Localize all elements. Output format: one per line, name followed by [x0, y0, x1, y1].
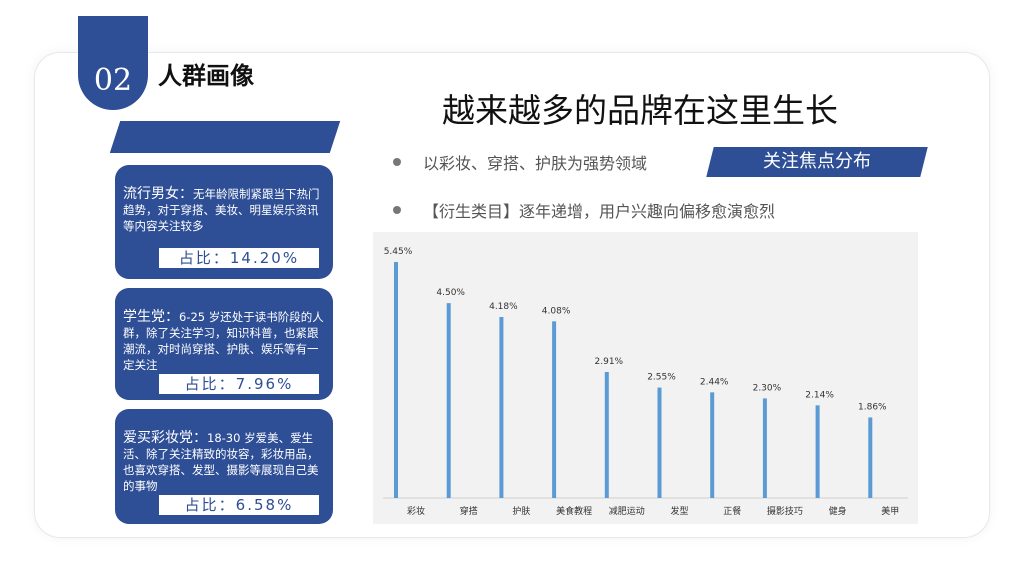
chart-background	[373, 232, 918, 524]
data-label: 4.50%	[436, 288, 465, 298]
bullet-item: 以彩妆、穿搭、护肤为强势领域	[393, 150, 647, 174]
section-number-tab	[78, 16, 148, 110]
data-label: 2.14%	[805, 390, 834, 400]
chart-bar	[657, 387, 662, 498]
category-label: 美食教程	[556, 505, 592, 517]
category-label: 护肤	[512, 505, 530, 517]
data-label: 1.86%	[858, 402, 887, 412]
bullet-dot-icon	[393, 206, 401, 214]
chart-bar	[394, 262, 398, 498]
chart-bar	[815, 405, 820, 498]
panel-title: 流行男女：	[123, 186, 193, 202]
focus-tag: 关注焦点分布	[763, 151, 871, 172]
chart-bar	[762, 398, 767, 498]
bullet-text: 【衍生类目】逐年递增，用户兴趣向偏移愈演愈烈	[423, 202, 776, 221]
bullet-text: 以彩妆、穿搭、护肤为强势领域	[423, 154, 648, 173]
chart-bar	[499, 316, 504, 498]
panel-percentage: 占比：6.58%	[159, 495, 319, 515]
data-label: 4.08%	[542, 306, 571, 316]
main-title: 越来越多的品牌在这里生长	[442, 91, 838, 130]
data-label: 4.18%	[489, 302, 518, 312]
data-label: 2.44%	[700, 377, 729, 387]
category-label: 彩妆	[407, 505, 425, 517]
panel-title: 学生党：	[123, 309, 179, 325]
data-label: 2.91%	[595, 357, 624, 367]
data-label: 5.45%	[384, 247, 413, 257]
category-label: 减肥运动	[609, 505, 645, 517]
category-label: 正餐	[723, 505, 741, 517]
audience-panel-student: 学生党：6-25 岁还处于读书阶段的人群，除了关注学习，知识科普，也紧跟潮流，对…	[115, 288, 333, 400]
data-label: 2.30%	[753, 383, 782, 393]
bullet-dot-icon	[393, 158, 401, 166]
audience-panel-trendy: 流行男女：无年龄限制紧跟当下热门趋势，对于穿搭、美妆、明星娱乐资讯等内容关注较多…	[115, 165, 333, 279]
section-number: 02	[93, 62, 133, 98]
chart-bar	[552, 321, 557, 498]
category-label: 发型	[670, 505, 688, 517]
category-label: 摄影技巧	[767, 505, 803, 517]
chart-bar	[710, 392, 715, 498]
panel-percentage: 占比：7.96%	[159, 374, 319, 394]
chart-bar	[604, 371, 609, 498]
audience-panel-makeup: 爱买彩妆党：18-30 岁爱美、爱生活、除了关注精致的妆容，彩妆用品，也喜欢穿搭…	[115, 409, 333, 524]
category-label: 美甲	[881, 505, 899, 517]
data-label: 2.55%	[647, 373, 676, 383]
bar-chart: 5.45% 彩妆 4.50% 穿搭 4.18% 护肤 4.08% 美食教程 2.91% 减肥运动 2…	[383, 247, 908, 517]
category-label: 健身	[829, 505, 847, 517]
panel-body: 无年龄限制紧跟当下热门趋势，对于穿搭、美妆、明星娱乐资讯等内容关注较多	[123, 187, 320, 233]
section-title: 人群画像	[158, 62, 254, 90]
panel-body: 6-25 岁还处于读书阶段的人群，除了关注学习，知识科普，也紧跟潮流，对时尚穿搭…	[123, 310, 324, 372]
chart-bar	[446, 303, 451, 498]
panel-body: 18-30 岁爱美、爱生活、除了关注精致的妆容，彩妆用品，也喜欢穿搭、发型、摄影…	[123, 431, 319, 493]
category-label: 穿搭	[460, 505, 478, 517]
panel-percentage: 占比：14.20%	[159, 248, 319, 268]
chart-bar	[868, 417, 873, 498]
decorative-bar	[109, 121, 341, 153]
bullet-item: 【衍生类目】逐年递增，用户兴趣向偏移愈演愈烈	[393, 198, 775, 222]
panel-title: 爱买彩妆党：	[123, 430, 207, 446]
